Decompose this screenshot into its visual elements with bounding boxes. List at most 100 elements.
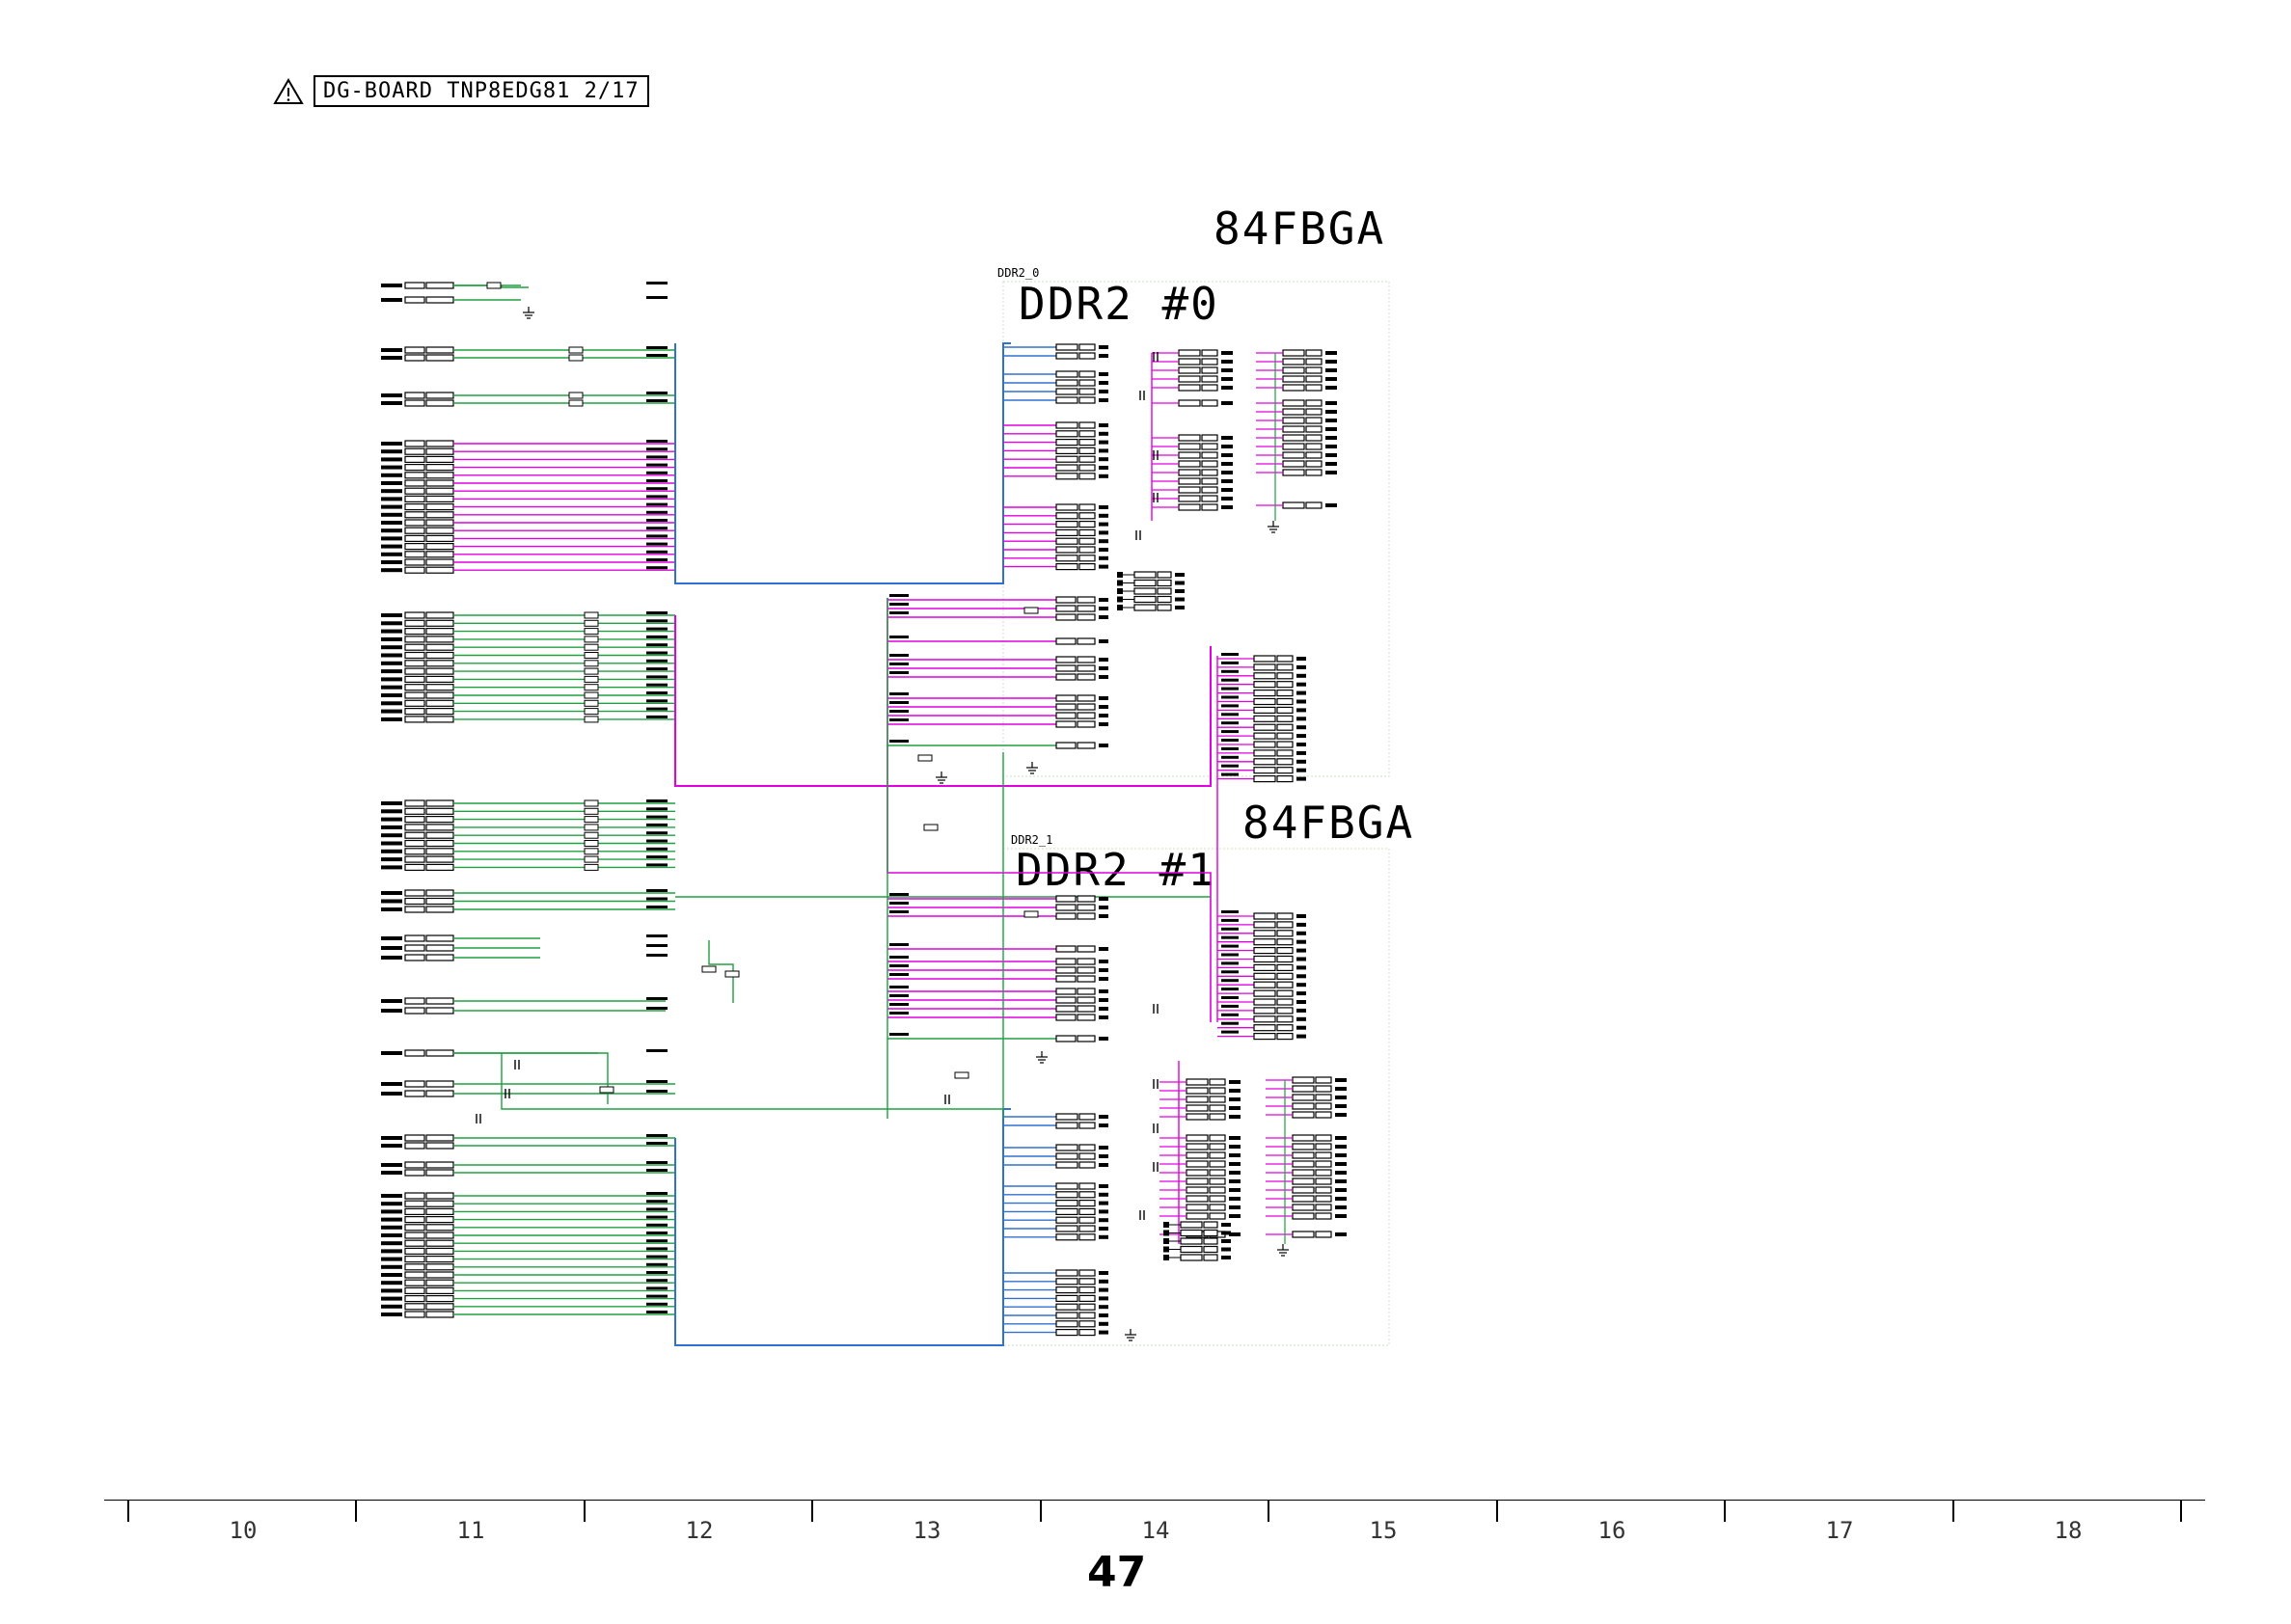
pin-box (1276, 749, 1294, 757)
pin-label-mark (1325, 368, 1337, 372)
pin-box (1178, 495, 1201, 502)
pin-label-mark (1099, 513, 1108, 518)
pin-label-mark (1296, 690, 1306, 695)
net-label-mark (381, 1249, 402, 1254)
net-label-mark (646, 296, 668, 299)
pin-label-mark (1229, 1089, 1241, 1093)
pin-label-mark (1175, 573, 1185, 577)
pin-label-mark (1325, 445, 1337, 448)
net-label-mark (646, 1294, 668, 1298)
pin-box (1078, 1320, 1096, 1328)
pin-box (1055, 439, 1078, 447)
pin-box (1315, 1160, 1332, 1168)
pin-label-mark (1229, 1136, 1241, 1140)
pin-box (404, 1232, 425, 1239)
net-label-mark (381, 1257, 402, 1261)
pin-box (1315, 1076, 1332, 1084)
net-label-mark (1221, 1030, 1239, 1034)
net-label-mark (889, 740, 909, 743)
pin-box (1078, 352, 1096, 360)
pin-label-mark (1099, 423, 1108, 427)
pin-box (404, 392, 425, 399)
net-label-mark (646, 675, 668, 679)
pin-box (1209, 1078, 1226, 1086)
pin-box (404, 815, 425, 824)
ruler-col-16: 16 (1597, 1517, 1626, 1544)
pin-box (1276, 655, 1294, 663)
pin-box (1276, 1015, 1294, 1023)
pin-label-mark (1221, 462, 1233, 466)
pin-box (404, 799, 425, 807)
pin-box (1077, 605, 1096, 612)
pin-label-mark (1099, 977, 1108, 981)
pin-box (1276, 998, 1294, 1006)
pin-box (1078, 1152, 1096, 1160)
pin-box (404, 643, 425, 651)
pin-box (1178, 349, 1201, 357)
net-label-mark (381, 1051, 402, 1055)
pin-box (1282, 417, 1305, 424)
net-label-mark (646, 527, 668, 530)
resistor-symbol (568, 392, 584, 399)
pin-box (1292, 1169, 1315, 1177)
pin-label-mark (1296, 965, 1306, 970)
pin-box (1133, 571, 1157, 579)
pin-box (425, 619, 454, 627)
pin-label-mark (1296, 974, 1306, 979)
pin-box (1078, 528, 1096, 537)
pin-label-mark (1221, 445, 1233, 448)
pin-box (425, 502, 454, 511)
pin-box (1201, 349, 1218, 357)
net-label-mark (381, 685, 402, 690)
pin-box (1292, 1102, 1315, 1110)
pin-box (425, 1007, 454, 1015)
pin-box (425, 1049, 454, 1057)
resistor-symbol (568, 346, 584, 354)
net-label-mark (381, 401, 402, 405)
pin-box (1186, 1104, 1209, 1112)
net-label-mark (889, 973, 909, 976)
net-label-mark (381, 512, 402, 517)
net-label-mark (1221, 944, 1239, 948)
pin-box (404, 651, 425, 660)
net-label-mark (381, 1233, 402, 1237)
pin-box (404, 1255, 425, 1263)
pin-box (1203, 1229, 1218, 1237)
pin-box (404, 636, 425, 643)
pin-label-mark (1099, 989, 1108, 993)
pin-box (1055, 945, 1077, 953)
chip-ref-1: DDR2_1 (1011, 833, 1053, 847)
pin-label-mark (1099, 548, 1108, 552)
pin-box (1055, 1225, 1078, 1232)
nc-marker (1163, 1255, 1169, 1260)
pin-box (425, 667, 454, 675)
pin-box (404, 1192, 425, 1200)
net-label-mark (381, 1217, 402, 1222)
pin-box (1253, 930, 1276, 937)
pin-box (1180, 1254, 1203, 1261)
pin-box (1276, 946, 1294, 955)
pin-label-mark (1221, 436, 1233, 440)
signal-wire (453, 284, 529, 288)
pin-label-mark (1099, 1037, 1108, 1041)
pin-label-mark (1296, 734, 1306, 739)
pin-box (1305, 460, 1323, 468)
net-label-mark (646, 346, 668, 349)
pin-box (425, 354, 454, 362)
package-label-0: 84FBGA (1214, 203, 1386, 255)
pin-box (404, 889, 425, 897)
pin-box (1276, 1024, 1294, 1032)
pin-box (1253, 921, 1276, 929)
pin-box (1201, 384, 1218, 392)
sheet-header: DG-BOARD TNP8EDG81 2/17 (273, 75, 649, 107)
pin-label-mark (1335, 1205, 1347, 1209)
pin-box (1315, 1111, 1332, 1119)
pin-box (1077, 1035, 1096, 1042)
pin-box (1178, 384, 1201, 392)
net-label-mark (381, 1171, 402, 1175)
pin-box (1055, 1014, 1077, 1021)
net-label-mark (646, 519, 668, 522)
net-label-mark (1221, 996, 1239, 999)
pin-box (404, 1239, 425, 1247)
pin-box (1292, 1177, 1315, 1185)
